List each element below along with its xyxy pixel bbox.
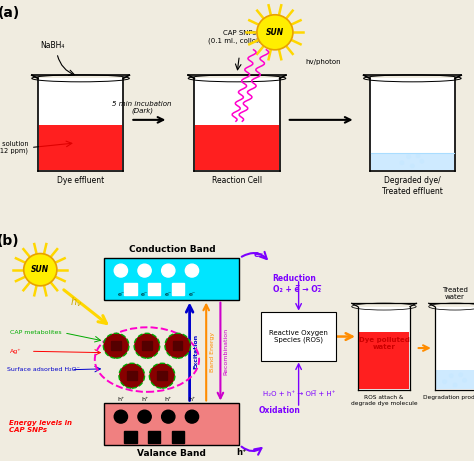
Text: h⁺: h⁺ [237, 448, 247, 457]
Circle shape [119, 363, 145, 388]
Text: CAP SNPs
(0.1 ml., colloidal): CAP SNPs (0.1 ml., colloidal) [208, 30, 271, 44]
Circle shape [420, 160, 424, 163]
Text: $h_\nu$: $h_\nu$ [70, 295, 82, 309]
Text: Degraded dye/
Treated effluent: Degraded dye/ Treated effluent [382, 176, 443, 195]
Circle shape [138, 264, 151, 277]
Text: Ag⁺: Ag⁺ [10, 349, 22, 354]
Text: SUN: SUN [31, 265, 49, 274]
Bar [111, 341, 121, 350]
Text: Valance Band: Valance Band [137, 449, 206, 458]
Bar [358, 307, 410, 390]
Text: h⁺: h⁺ [188, 397, 196, 402]
Circle shape [114, 264, 128, 277]
Text: Dye effluent: Dye effluent [57, 176, 104, 185]
Text: SUN: SUN [266, 28, 284, 37]
Bar [370, 78, 455, 171]
Text: Dye polluted
water: Dye polluted water [358, 337, 410, 350]
FancyBboxPatch shape [261, 312, 336, 361]
Circle shape [410, 164, 414, 168]
Bar [172, 283, 184, 296]
Text: Reduction
O₂ + e̅ → O₂̅: Reduction O₂ + e̅ → O₂̅ [273, 274, 321, 294]
Bar [148, 431, 160, 443]
Circle shape [134, 333, 160, 358]
Text: h⁺: h⁺ [117, 397, 125, 402]
Circle shape [185, 264, 199, 277]
Circle shape [165, 333, 191, 358]
Circle shape [185, 410, 199, 423]
Bar [436, 370, 474, 389]
Text: Reactive Oxygen
Species (ROS): Reactive Oxygen Species (ROS) [269, 330, 328, 343]
Circle shape [162, 264, 175, 277]
Text: Oxidation: Oxidation [259, 406, 301, 415]
Bar [39, 125, 122, 170]
Bar [435, 307, 474, 390]
Circle shape [463, 378, 466, 382]
Text: Surface adsorbed H₂O⁻: Surface adsorbed H₂O⁻ [7, 367, 80, 372]
Text: e⁻: e⁻ [117, 292, 125, 297]
Text: h⁺: h⁺ [141, 397, 148, 402]
Circle shape [103, 333, 129, 358]
Bar [142, 341, 152, 350]
Text: Recombination: Recombination [224, 328, 229, 375]
Text: Reaction Cell: Reaction Cell [212, 176, 262, 185]
Text: h⁺: h⁺ [164, 397, 172, 402]
Text: Treated
water: Treated water [442, 287, 468, 300]
Circle shape [459, 373, 463, 377]
Circle shape [257, 15, 293, 50]
Circle shape [443, 380, 447, 384]
Text: Band Energy: Band Energy [210, 331, 215, 372]
Bar [127, 371, 137, 380]
Text: Conduction Band: Conduction Band [128, 245, 215, 254]
Bar [173, 341, 182, 350]
Text: (b): (b) [0, 234, 20, 248]
Circle shape [453, 383, 457, 387]
Circle shape [114, 410, 128, 423]
Bar [157, 371, 167, 380]
Bar [195, 125, 279, 170]
Text: ROS attach &
degrade dye molecule: ROS attach & degrade dye molecule [351, 395, 417, 406]
Circle shape [149, 363, 175, 388]
Bar [148, 283, 160, 296]
Bar [371, 153, 454, 170]
Text: 5 min incubation
(Dark): 5 min incubation (Dark) [112, 101, 172, 114]
Text: Dye solution
25 ml. (12 ppm): Dye solution 25 ml. (12 ppm) [0, 141, 28, 154]
Text: e⁻: e⁻ [164, 292, 172, 297]
Text: Energy levels in
CAP SNPs: Energy levels in CAP SNPs [9, 420, 73, 433]
Circle shape [416, 154, 420, 158]
Bar [359, 332, 409, 389]
Bar [104, 403, 239, 445]
Text: H₂O + h⁺ → OH̅ + H⁺: H₂O + h⁺ → OH̅ + H⁺ [263, 391, 336, 397]
Bar [124, 283, 137, 296]
Bar [172, 431, 184, 443]
Text: CAP metabolites: CAP metabolites [10, 331, 62, 335]
Text: NaBH₄: NaBH₄ [40, 41, 64, 50]
Text: Excitation: Excitation [193, 334, 198, 369]
Text: hv/photon: hv/photon [306, 59, 341, 65]
Text: e⁻: e⁻ [188, 292, 196, 297]
Text: e⁻: e⁻ [253, 250, 264, 259]
Text: (a): (a) [0, 6, 19, 19]
Bar [104, 258, 239, 300]
Bar [194, 78, 280, 171]
Circle shape [400, 161, 404, 165]
Circle shape [138, 410, 151, 423]
Bar [124, 431, 137, 443]
Bar [38, 78, 123, 171]
Circle shape [449, 374, 453, 378]
Circle shape [24, 254, 57, 286]
Circle shape [407, 155, 410, 159]
Text: Degradation products: Degradation products [423, 395, 474, 400]
Circle shape [162, 410, 175, 423]
Text: e⁻: e⁻ [141, 292, 148, 297]
